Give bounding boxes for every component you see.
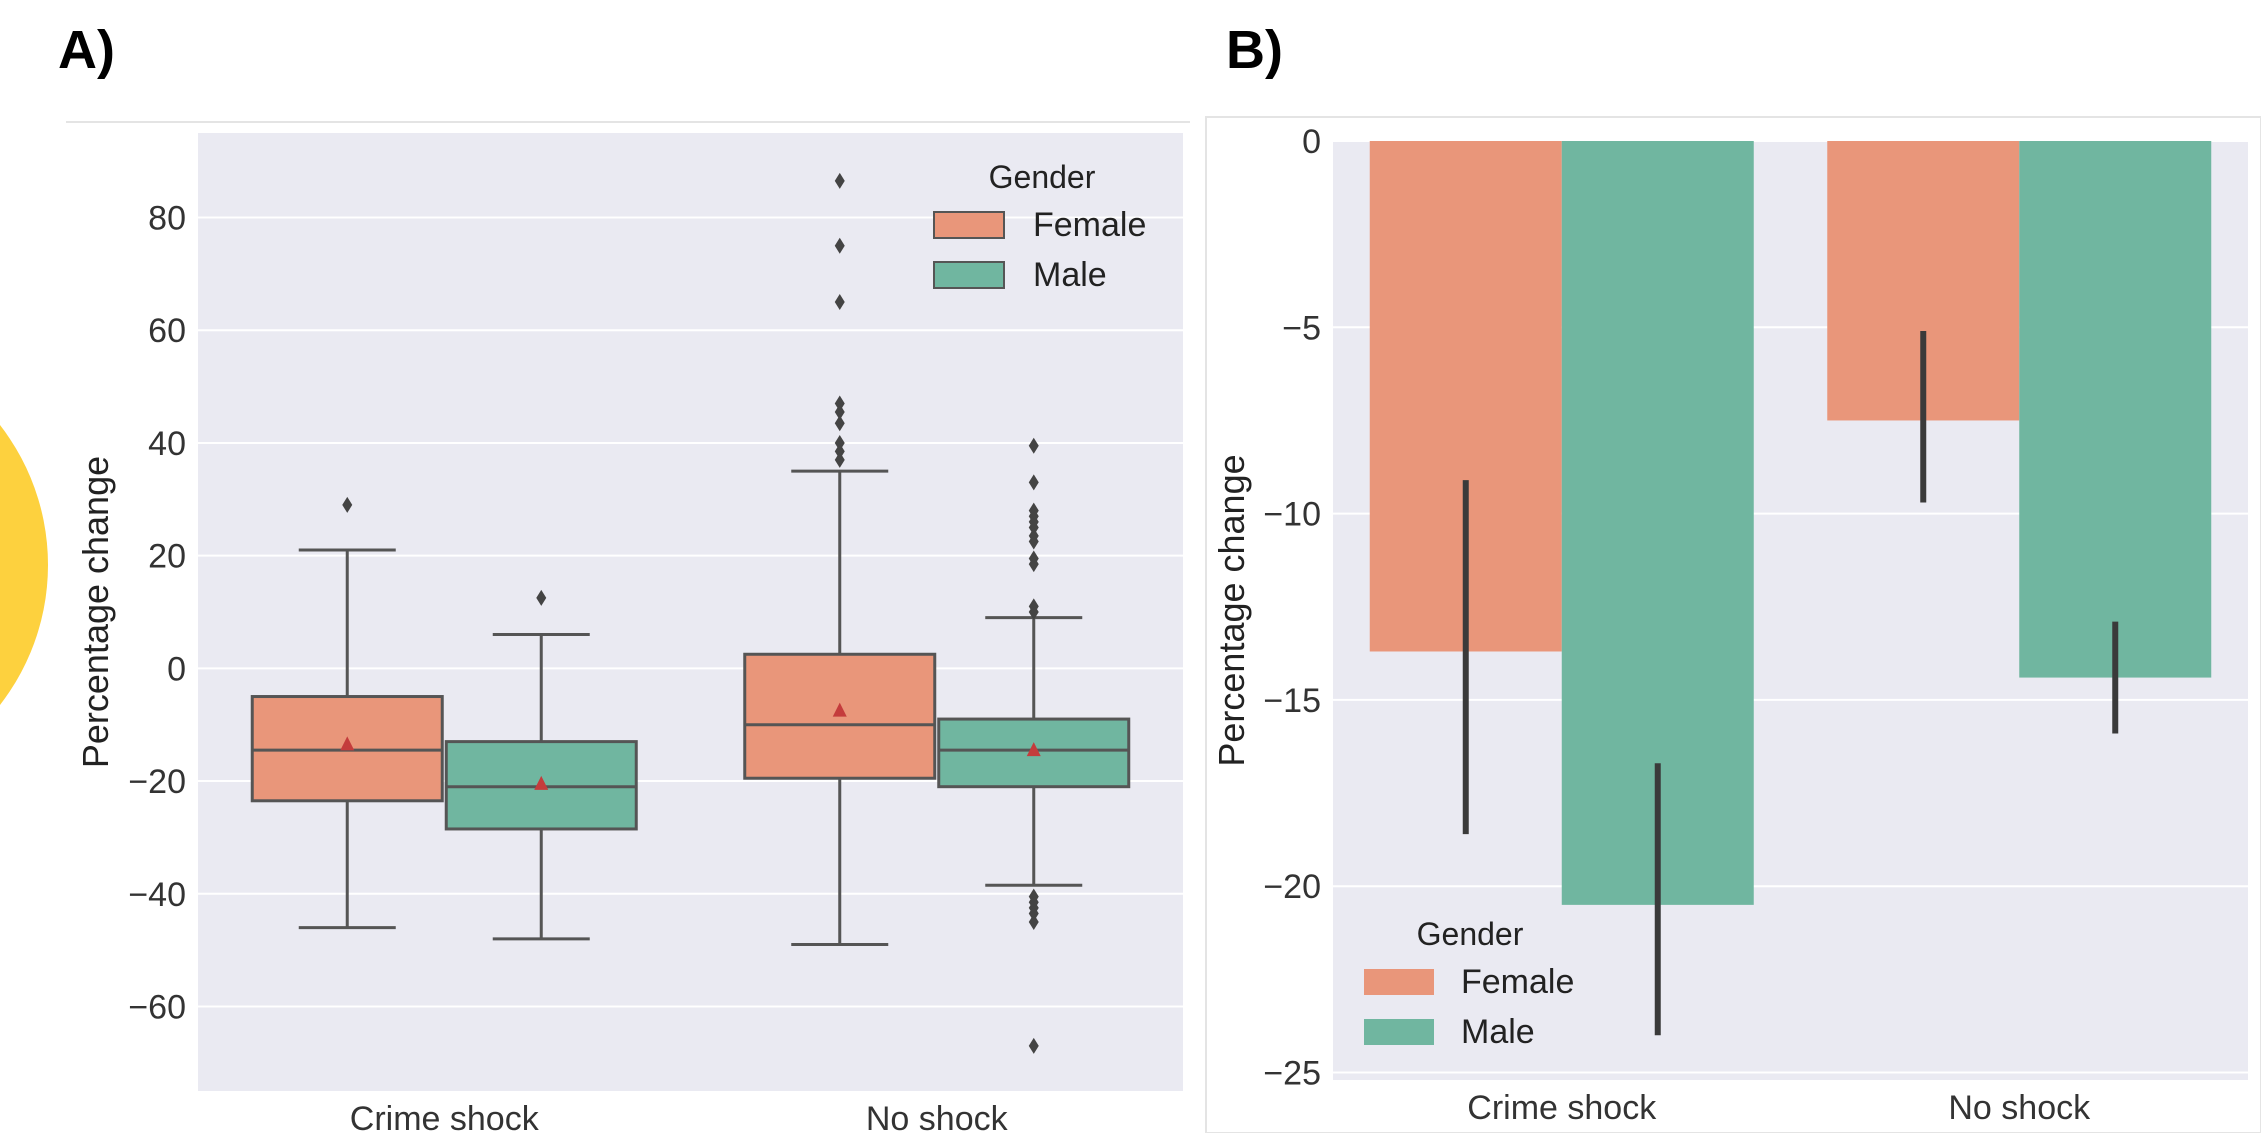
legend-swatch-b-male (1364, 1019, 1434, 1045)
outlier-point (1028, 474, 1039, 491)
mean-marker (534, 775, 549, 790)
legend-title-a: Gender (989, 159, 1096, 195)
legend-a: Gender Female Male (933, 159, 1146, 294)
x-tick-label-a: No shock (866, 1100, 1009, 1133)
outlier-point (834, 237, 845, 254)
legend-label-b: Female (1461, 963, 1574, 1001)
outlier-point (834, 415, 845, 432)
outlier-point (834, 443, 845, 460)
mean-marker (340, 736, 355, 751)
y-tick-label-b: −10 (1263, 496, 1321, 534)
legend-swatch-a-female (933, 211, 1005, 239)
outlier-point (834, 403, 845, 420)
chart-a-boxplot: −60 −40 −20 0 20 40 60 80 Crime shock No shock Per… (75, 133, 1183, 1133)
y-axis-label-b: Percentage change (1211, 454, 1252, 766)
outlier-point (1028, 502, 1039, 519)
legend-swatch-a-male (933, 261, 1005, 289)
y-tick-label-a: 20 (148, 538, 186, 576)
legend-b: Gender Female Male (1364, 916, 1574, 1051)
y-tick-label-b: −20 (1263, 868, 1321, 906)
y-tick-label-b: 0 (1302, 123, 1321, 161)
outlier-point (1028, 437, 1039, 454)
y-tick-label-a: −60 (128, 988, 186, 1026)
panel-label-b: B) (1226, 20, 1283, 80)
outlier-point (1028, 888, 1039, 905)
outlier-point (1028, 1037, 1039, 1054)
outlier-point (834, 294, 845, 311)
plot-area-a (198, 133, 1183, 1091)
outlier-point (834, 172, 845, 189)
x-tick-label-a: Crime shock (350, 1100, 540, 1133)
y-tick-label-b: −25 (1263, 1055, 1321, 1093)
outlier-point (1028, 598, 1039, 615)
legend-label-a: Female (1033, 206, 1146, 244)
y-tick-label-a: 60 (148, 312, 186, 350)
y-tick-label-a: 0 (167, 650, 186, 688)
legend-label-b: Male (1461, 1013, 1535, 1051)
chart-b-barplot: −25 −20 −15 −10 −5 0 Crime shock No shock Percen… (1211, 123, 2248, 1127)
x-tick-label-b: No shock (1948, 1089, 2091, 1127)
panel-b-frame (1205, 116, 2261, 1133)
outlier-point (536, 589, 547, 606)
outlier-point (834, 395, 845, 412)
y-tick-label-a: 80 (148, 200, 186, 238)
outlier-point (834, 434, 845, 451)
outlier-point (1028, 550, 1039, 567)
y-tick-label-a: 40 (148, 425, 186, 463)
y-tick-label-b: −5 (1282, 309, 1321, 347)
legend-title-b: Gender (1417, 916, 1524, 952)
bar-male (2019, 141, 2212, 678)
outlier-point (834, 451, 845, 468)
outlier-point (1028, 527, 1039, 544)
x-tick-label-b: Crime shock (1467, 1089, 1657, 1127)
panel-label-a: A) (58, 20, 115, 80)
y-tick-label-a: −40 (128, 876, 186, 914)
outlier-point (342, 496, 353, 513)
outlier-point (1028, 913, 1039, 930)
y-tick-label-a: −20 (128, 763, 186, 801)
decorative-circle (0, 425, 48, 705)
y-tick-label-b: −15 (1263, 682, 1321, 720)
legend-swatch-b-female (1364, 969, 1434, 995)
y-axis-label-a: Percentage change (75, 456, 116, 768)
legend-label-a: Male (1033, 256, 1107, 294)
box-male (937, 717, 1131, 789)
mean-marker (1026, 742, 1041, 757)
mean-marker (832, 702, 847, 717)
